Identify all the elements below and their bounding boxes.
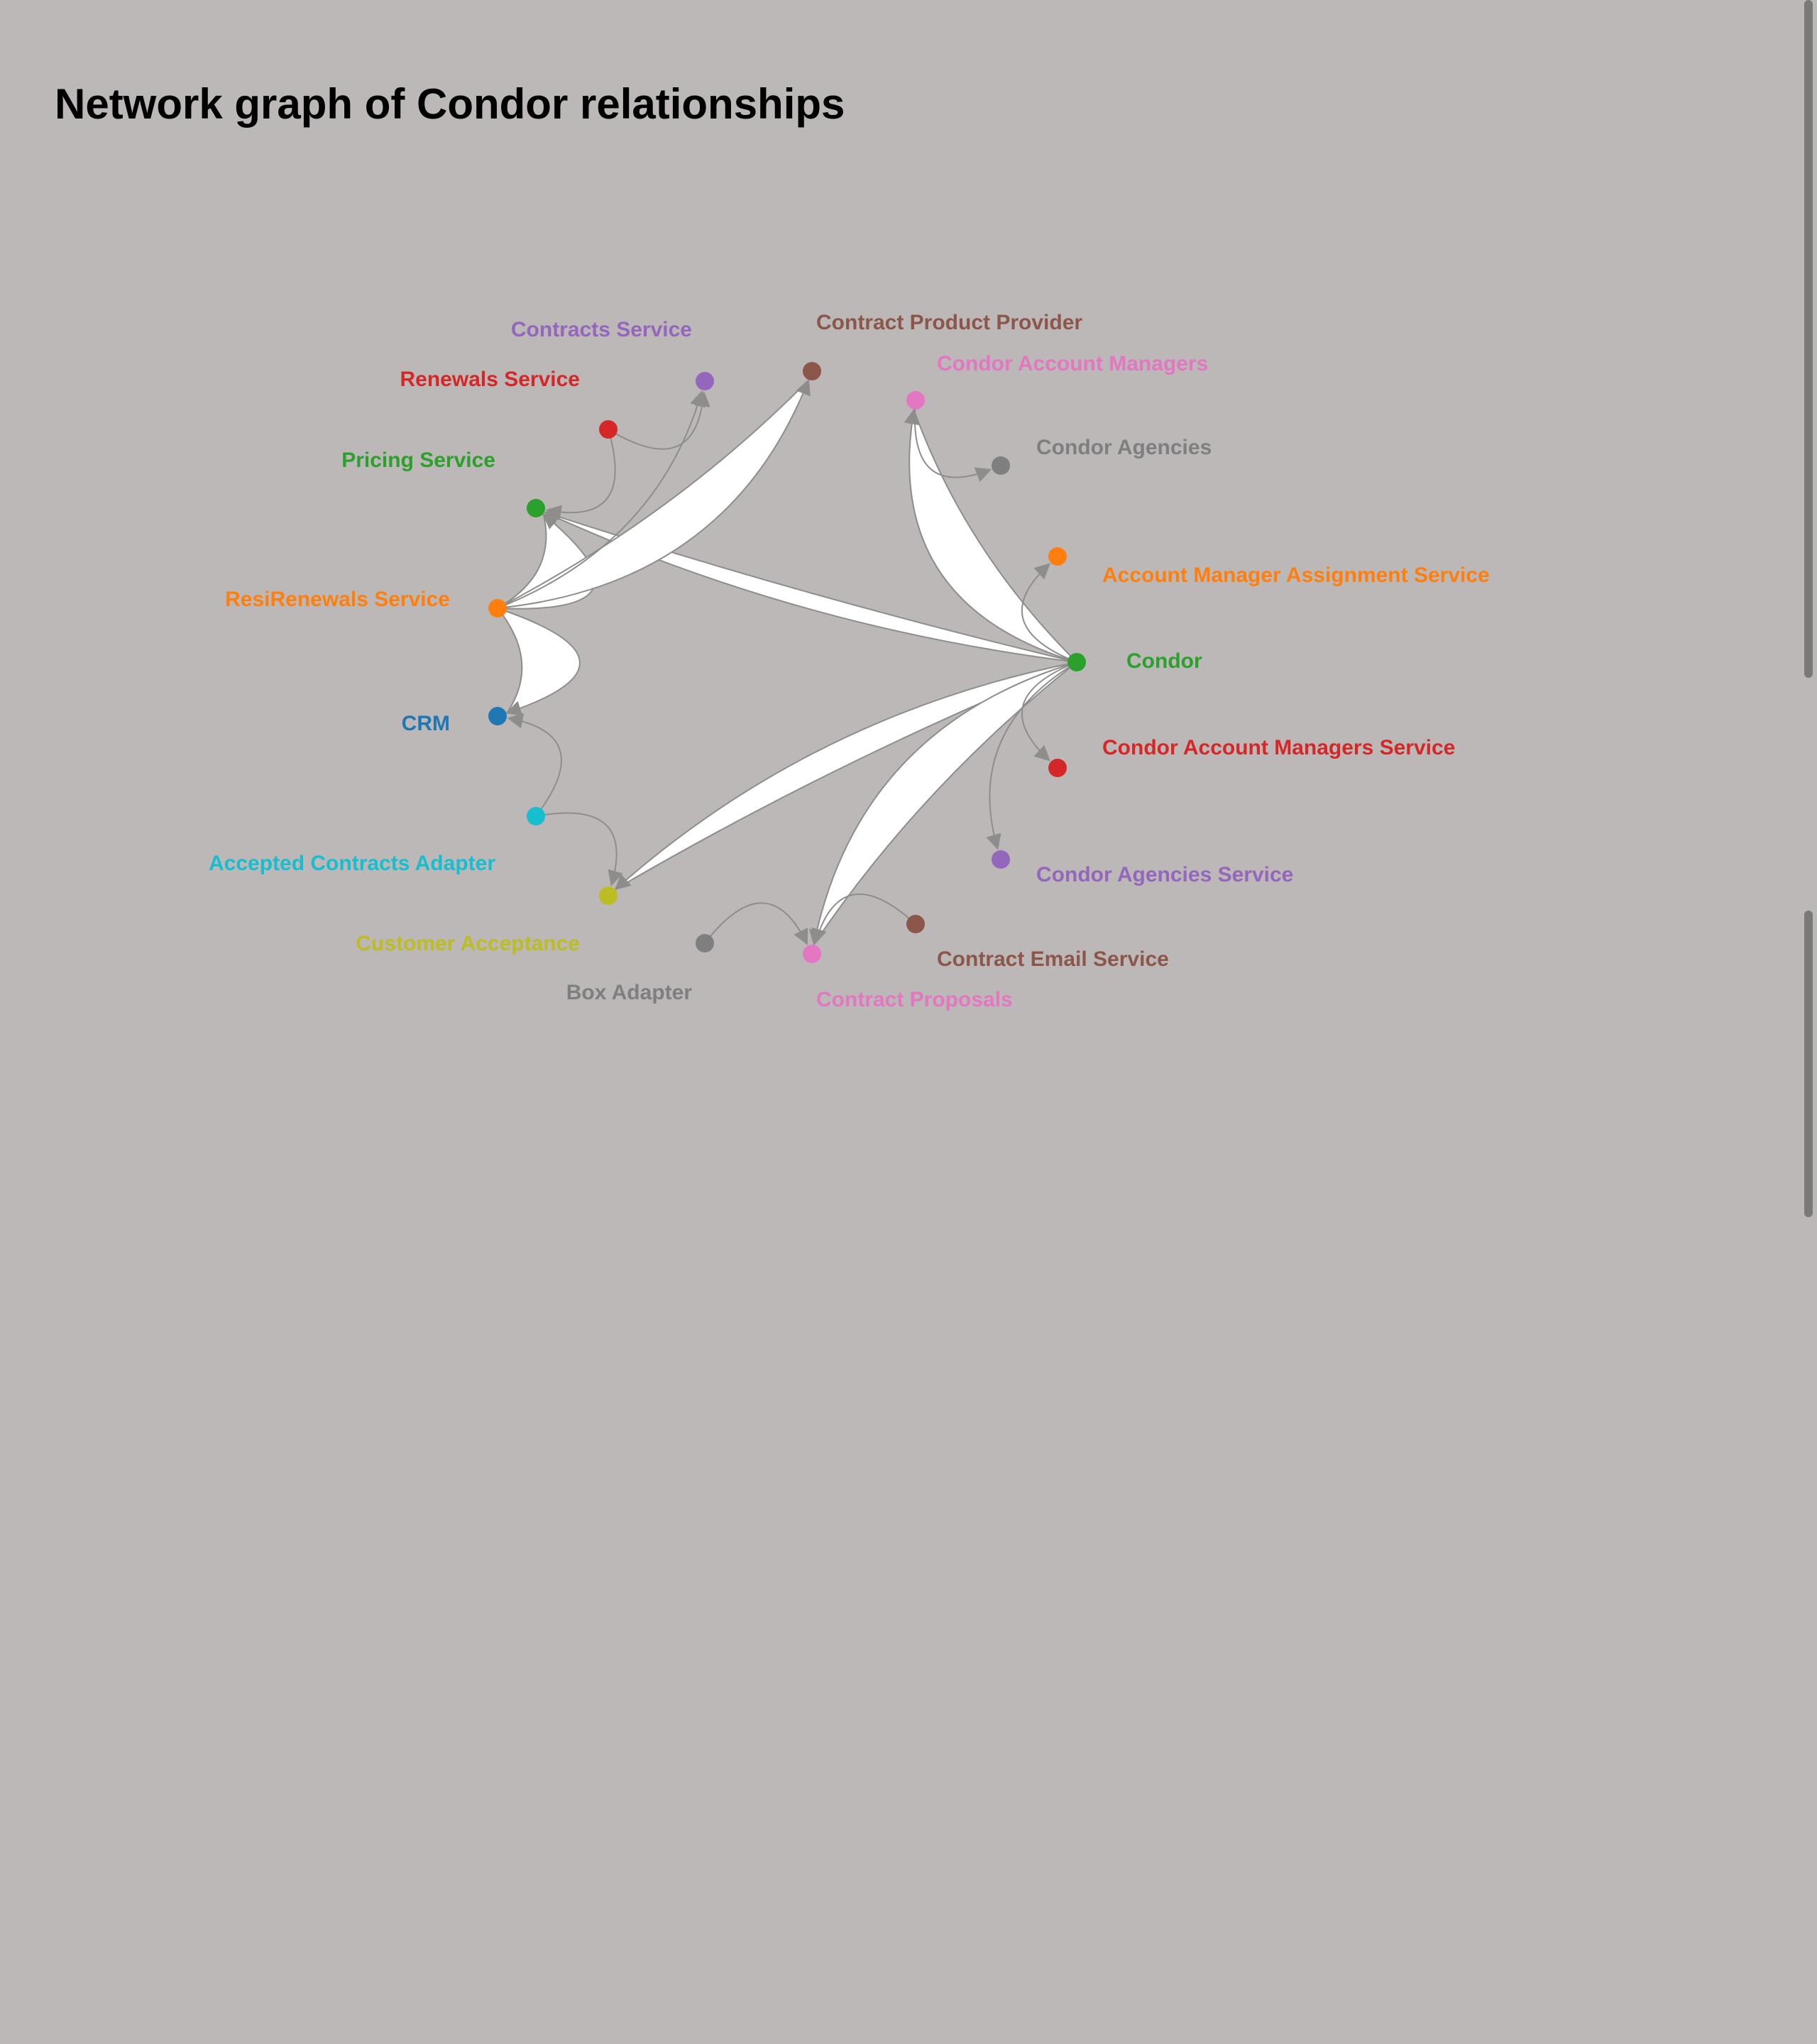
node-condor[interactable] bbox=[1067, 653, 1086, 671]
node-label-pricing: Pricing Service bbox=[341, 449, 495, 472]
node-cam[interactable] bbox=[906, 391, 925, 410]
node-ams[interactable] bbox=[1048, 547, 1067, 566]
edge-condor-to-cust_accept-arrowhead bbox=[614, 874, 632, 891]
node-box[interactable] bbox=[696, 934, 714, 952]
edge-condor-to-ams bbox=[1021, 563, 1077, 663]
node-cust_accept[interactable] bbox=[599, 886, 617, 905]
node-proposals[interactable] bbox=[803, 945, 821, 963]
node-agencies[interactable] bbox=[992, 456, 1010, 475]
node-label-condor: Condor bbox=[1126, 649, 1202, 673]
edges-layer bbox=[495, 378, 1077, 946]
node-label-acc_adapter: Accepted Contracts Adapter bbox=[209, 852, 495, 875]
edge-acc_adapter-to-cust_accept bbox=[535, 812, 623, 886]
node-crm[interactable] bbox=[488, 707, 507, 725]
edge-condor-to-cams bbox=[1021, 661, 1077, 762]
page-title: Network graph of Condor relationships bbox=[55, 80, 845, 128]
edge-resi-to-contracts bbox=[497, 390, 706, 609]
edge-cam-to-agencies bbox=[914, 400, 992, 483]
edge-acc_adapter-to-crm bbox=[507, 713, 562, 817]
node-label-proposals: Contract Proposals bbox=[816, 988, 1013, 1011]
edge-box-to-proposals bbox=[704, 902, 808, 945]
node-label-cam: Condor Account Managers bbox=[937, 352, 1208, 375]
edge-renewals-to-pricing bbox=[545, 429, 616, 521]
node-label-contracts: Contracts Service bbox=[511, 318, 692, 341]
node-label-email: Contract Email Service bbox=[937, 947, 1169, 971]
node-agencies_svc[interactable] bbox=[992, 850, 1010, 869]
node-cams[interactable] bbox=[1048, 759, 1067, 777]
edge-renewals-to-contracts bbox=[608, 390, 710, 450]
edge-condor-to-cam-arrowhead bbox=[904, 408, 920, 426]
node-label-agencies: Condor Agencies bbox=[1036, 436, 1212, 459]
node-cpp[interactable] bbox=[803, 362, 821, 380]
node-label-resi: ResiRenewals Service bbox=[225, 588, 450, 611]
node-label-box: Box Adapter bbox=[566, 981, 693, 1004]
node-label-cust_accept: Customer Acceptance bbox=[356, 932, 580, 955]
scrollbar-top[interactable] bbox=[1804, 0, 1813, 678]
node-label-cams: Condor Account Managers Service bbox=[1102, 736, 1455, 759]
node-contracts[interactable] bbox=[696, 372, 714, 390]
node-acc_adapter[interactable] bbox=[527, 807, 545, 825]
node-label-agencies_svc: Condor Agencies Service bbox=[1036, 863, 1293, 886]
node-label-ams: Account Manager Assignment Service bbox=[1102, 564, 1490, 587]
labels-layer: Condor Account Manager Assignment Service… bbox=[209, 311, 1490, 1011]
nodes-layer bbox=[488, 362, 1086, 963]
node-renewals[interactable] bbox=[599, 420, 617, 439]
node-email[interactable] bbox=[906, 915, 925, 933]
node-label-crm: CRM bbox=[402, 712, 450, 735]
node-label-renewals: Renewals Service bbox=[400, 368, 581, 391]
node-resi[interactable] bbox=[488, 599, 507, 617]
edge-condor-to-agencies_svc bbox=[986, 661, 1077, 850]
edge-resi-to-crm bbox=[495, 606, 581, 715]
node-pricing[interactable] bbox=[527, 499, 545, 517]
edge-email-to-proposals bbox=[811, 893, 916, 945]
scrollbar-bottom[interactable] bbox=[1804, 911, 1813, 1217]
node-label-cpp: Contract Product Provider bbox=[816, 311, 1082, 334]
